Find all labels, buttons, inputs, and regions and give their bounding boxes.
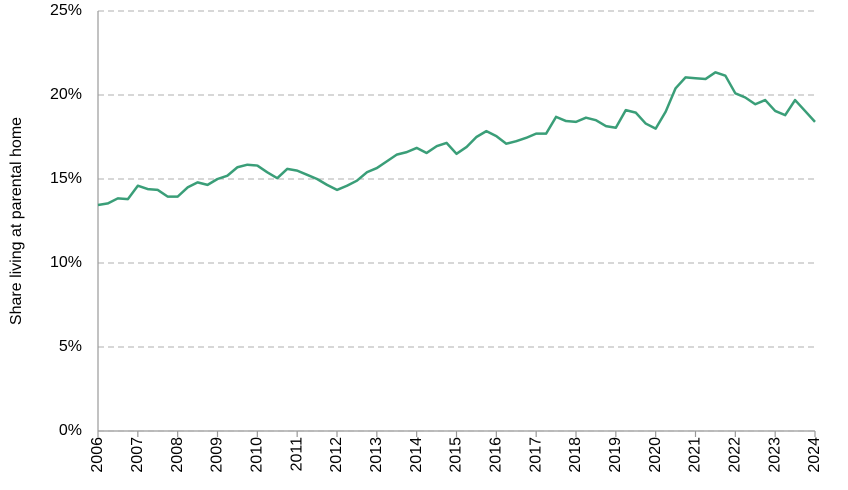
y-tick-label: 15%: [50, 170, 82, 187]
x-tick-label: 2010: [249, 437, 266, 473]
x-tick-label: 2016: [488, 437, 505, 473]
x-tick-label: 2024: [806, 437, 823, 473]
x-tick-label: 2018: [567, 437, 584, 473]
x-tick-label: 2022: [727, 437, 744, 473]
data-line: [97, 71, 816, 207]
x-tick-label: 2011: [288, 437, 305, 472]
x-tick-label: 2008: [169, 437, 186, 473]
y-tick-label: 25%: [50, 2, 82, 19]
x-tick-label: 2021: [687, 437, 704, 473]
y-tick-label: 10%: [50, 254, 82, 271]
x-tick-label: 2023: [766, 437, 783, 473]
x-tick-label: 2019: [607, 437, 624, 473]
y-tick-label: 5%: [59, 338, 82, 355]
x-tick-label: 2007: [129, 437, 146, 473]
x-tick-label: 2017: [527, 437, 544, 473]
x-tick-label: 2006: [89, 437, 106, 473]
x-tick-label: 2020: [647, 437, 664, 473]
x-tick-label: 2012: [328, 437, 345, 473]
x-tick-label: 2014: [408, 437, 425, 473]
y-tick-label: 0%: [59, 422, 82, 439]
y-tick-label: 20%: [50, 86, 82, 103]
x-tick-label: 2015: [448, 437, 465, 473]
x-tick-label: 2013: [368, 437, 385, 473]
y-axis-label: Share living at parental home: [8, 117, 25, 325]
x-tick-label: 2009: [209, 437, 226, 473]
